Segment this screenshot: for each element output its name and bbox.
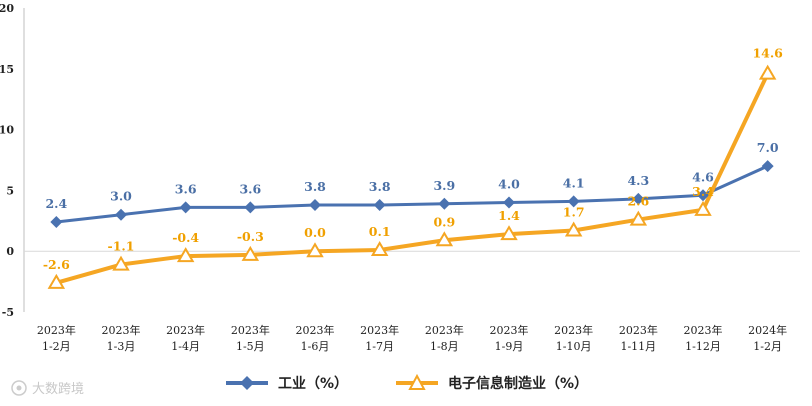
y-tick-label: 10 xyxy=(0,124,14,137)
electronics-point xyxy=(435,231,454,247)
industry-point xyxy=(567,195,580,208)
x-tick-label: 1-9月 xyxy=(495,340,524,353)
electronics-point xyxy=(306,242,324,258)
electronics-data-label: -0.3 xyxy=(237,229,264,244)
x-tick-label: 2023年 xyxy=(166,323,205,337)
industry-data-label: 3.8 xyxy=(369,179,391,194)
legend-triangle-line-icon xyxy=(396,374,438,390)
industry-data-label: 4.6 xyxy=(692,169,714,184)
electronics-data-label: 0.0 xyxy=(304,225,326,240)
watermark: 大数跨境 xyxy=(10,378,84,397)
legend-item-industry: 工业（%） xyxy=(224,373,348,393)
industry-point xyxy=(244,201,257,214)
line-chart: -5 0 5 10 15 20 2023年 1-2月 2023年 1-3月 2023年 1-4月 202… xyxy=(0,2,800,353)
electronics-point xyxy=(564,221,583,237)
electronics-point xyxy=(112,255,130,271)
electronics-point xyxy=(241,245,260,261)
industry-data-label: 3.6 xyxy=(239,181,261,196)
electronics-data-label: 14.6 xyxy=(752,46,783,61)
electronics-point xyxy=(629,210,648,226)
y-tick-label: 15 xyxy=(0,63,14,76)
electronics-point xyxy=(694,200,712,216)
x-tick-label: 2023年 xyxy=(296,323,335,337)
industry-data-label: 7.0 xyxy=(757,140,779,155)
electronics-data-label: 1.4 xyxy=(498,208,520,223)
x-tick-label: 1-2月 xyxy=(753,340,782,353)
x-tick-label: 2023年 xyxy=(360,323,399,337)
industry-data-label: 3.0 xyxy=(110,189,132,204)
x-tick-label: 2023年 xyxy=(684,323,723,337)
electronics-data-label: -2.6 xyxy=(43,257,70,272)
industry-point xyxy=(761,160,774,173)
x-tick-label: 2023年 xyxy=(231,323,270,337)
y-tick-label: -5 xyxy=(2,306,14,319)
x-tick-label: 2023年 xyxy=(37,323,76,337)
x-tick-label: 2023年 xyxy=(554,323,593,337)
watermark-text: 大数跨境 xyxy=(32,382,85,397)
electronics-data-label: -1.1 xyxy=(108,239,135,254)
industry-data-label: 3.8 xyxy=(304,179,326,194)
electronics-data-label: 1.7 xyxy=(563,205,585,220)
electronics-data-label: 3.4 xyxy=(692,184,714,199)
x-tick-label: 1-4月 xyxy=(171,340,200,353)
x-tick-label: 2023年 xyxy=(102,323,141,337)
industry-data-label: 2.4 xyxy=(45,196,67,211)
electronics-data-label: 2.6 xyxy=(627,194,649,209)
industry-point xyxy=(115,208,127,221)
x-tick-label: 1-10月 xyxy=(556,340,592,353)
legend-diamond-line-icon xyxy=(225,376,268,390)
electronics-data-label: -0.4 xyxy=(172,230,199,245)
series-line-industry xyxy=(56,164,769,224)
x-tick-label: 2024年 xyxy=(748,323,787,337)
electronics-point xyxy=(500,225,518,241)
industry-data-label: 4.1 xyxy=(563,175,585,190)
legend-label-industry: 工业（%） xyxy=(277,376,348,392)
industry-point xyxy=(50,216,63,229)
x-tick-label: 2023年 xyxy=(425,323,464,337)
industry-point xyxy=(309,198,321,211)
x-tick-label: 2023年 xyxy=(619,323,658,337)
industry-data-label: 4.0 xyxy=(498,177,520,192)
industry-point xyxy=(179,201,192,214)
electronics-data-label: 0.1 xyxy=(369,224,391,239)
industry-point xyxy=(632,192,645,205)
industry-data-label: 4.3 xyxy=(627,173,649,188)
x-tick-label: 1-12月 xyxy=(685,340,721,353)
y-tick-label: 20 xyxy=(0,2,14,15)
electronics-point xyxy=(370,240,389,256)
x-tick-label: 2023年 xyxy=(490,323,529,337)
x-tick-label: 1-3月 xyxy=(107,340,136,353)
x-tick-label: 1-8月 xyxy=(430,340,459,353)
x-tick-label: 1-6月 xyxy=(301,340,330,353)
industry-point xyxy=(438,197,451,210)
electronics-point xyxy=(758,64,777,80)
electronics-point xyxy=(176,247,195,263)
legend-label-electronics: 电子信息制造业（%） xyxy=(448,376,589,392)
industry-point xyxy=(503,196,515,209)
y-tick-label: 0 xyxy=(6,245,14,258)
industry-data-label: 3.9 xyxy=(433,178,455,193)
legend-item-electronics: 电子信息制造业（%） xyxy=(394,373,588,393)
x-tick-label: 1-2月 xyxy=(42,340,71,353)
x-tick-label: 1-5月 xyxy=(236,340,265,353)
watermark-logo-icon xyxy=(11,379,27,396)
chart-legend: 工业（%） 电子信息制造业（%） xyxy=(0,370,812,396)
x-tick-label: 1-11月 xyxy=(620,340,656,353)
y-tick-label: 5 xyxy=(6,184,14,197)
series-line-electronics xyxy=(55,72,770,285)
industry-point xyxy=(697,189,709,202)
electronics-point xyxy=(47,273,66,289)
industry-data-label: 3.6 xyxy=(175,181,197,196)
electronics-data-label: 0.9 xyxy=(433,214,455,229)
industry-point xyxy=(373,198,386,211)
x-tick-label: 1-7月 xyxy=(365,340,394,353)
